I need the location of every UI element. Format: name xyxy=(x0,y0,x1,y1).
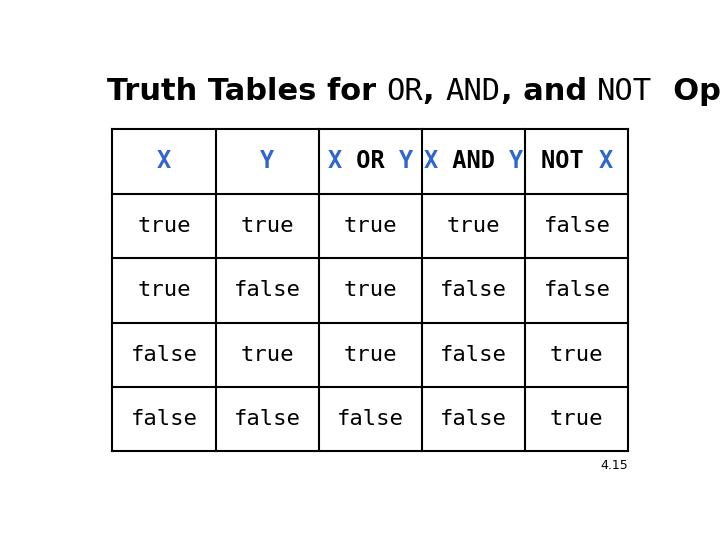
Text: OR: OR xyxy=(387,77,423,106)
Text: false: false xyxy=(337,409,404,429)
Text: false: false xyxy=(544,216,611,236)
Text: true: true xyxy=(138,280,191,300)
Text: X: X xyxy=(424,150,438,173)
Text: , and: , and xyxy=(500,77,598,106)
Text: true: true xyxy=(343,345,397,365)
Text: 4.15: 4.15 xyxy=(600,460,629,472)
Text: Y: Y xyxy=(399,150,413,173)
Text: ,: , xyxy=(423,77,446,106)
Text: X: X xyxy=(157,150,171,173)
Text: false: false xyxy=(234,280,301,300)
Text: true: true xyxy=(550,345,603,365)
Text: OR: OR xyxy=(342,150,399,173)
Text: true: true xyxy=(447,216,500,236)
Text: true: true xyxy=(138,216,191,236)
Text: true: true xyxy=(343,216,397,236)
Text: AND: AND xyxy=(438,150,509,173)
Text: NOT: NOT xyxy=(541,150,598,173)
Text: false: false xyxy=(544,280,611,300)
Text: X: X xyxy=(328,150,342,173)
Text: false: false xyxy=(130,409,197,429)
Text: Operators: Operators xyxy=(652,77,720,106)
Text: false: false xyxy=(440,280,507,300)
Text: Y: Y xyxy=(260,150,274,173)
Text: Truth Tables for: Truth Tables for xyxy=(107,77,387,106)
Text: true: true xyxy=(240,345,294,365)
Text: AND: AND xyxy=(446,77,500,106)
Text: X: X xyxy=(598,150,613,173)
Text: true: true xyxy=(550,409,603,429)
Text: false: false xyxy=(440,409,507,429)
Text: false: false xyxy=(234,409,301,429)
Text: Y: Y xyxy=(509,150,523,173)
Text: NOT: NOT xyxy=(598,77,652,106)
Text: true: true xyxy=(343,280,397,300)
Text: false: false xyxy=(130,345,197,365)
Text: true: true xyxy=(240,216,294,236)
Text: false: false xyxy=(440,345,507,365)
